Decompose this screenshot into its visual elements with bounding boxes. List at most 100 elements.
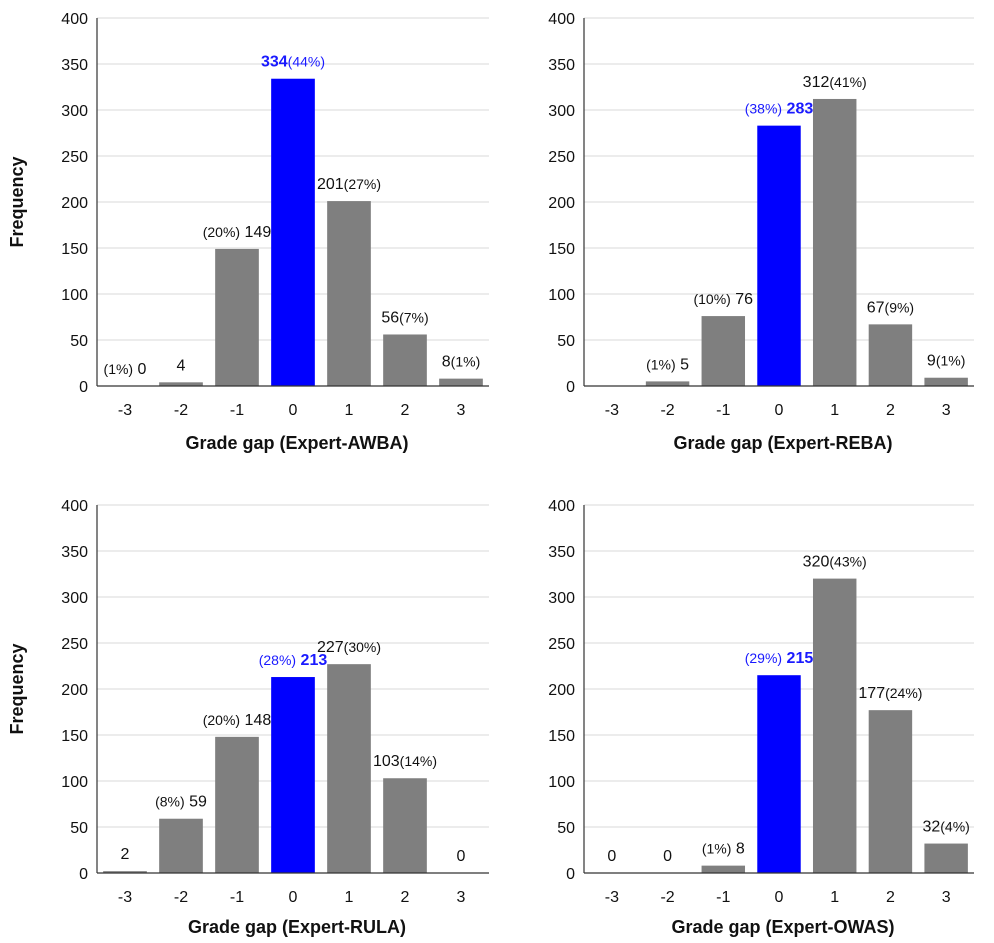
data-label: (20%) 149 bbox=[203, 224, 272, 241]
value-label: 8 bbox=[736, 841, 745, 858]
x-tick-label: 1 bbox=[345, 402, 354, 419]
bar bbox=[215, 736, 259, 873]
x-tick-label: -1 bbox=[230, 402, 244, 419]
data-label-highlight: (28%) 213 bbox=[259, 652, 328, 669]
y-tick-label: 300 bbox=[548, 103, 575, 120]
y-tick-label: 0 bbox=[79, 866, 88, 883]
bar-highlight bbox=[271, 78, 315, 386]
x-tick-label: -2 bbox=[174, 889, 188, 906]
x-tick-label: 2 bbox=[886, 402, 895, 419]
data-label: 4 bbox=[177, 357, 186, 374]
y-axis-title: Frequency bbox=[7, 156, 27, 247]
percent-label: (43%) bbox=[829, 554, 866, 570]
data-label: (1%) 5 bbox=[646, 356, 689, 373]
data-label-highlight: 334(44%) bbox=[261, 54, 325, 71]
y-tick-label: 0 bbox=[79, 379, 88, 396]
x-tick-label: 3 bbox=[942, 889, 951, 906]
value-label: 227 bbox=[317, 639, 344, 656]
bar bbox=[924, 843, 968, 873]
value-label: 0 bbox=[607, 848, 616, 865]
x-tick-label: 0 bbox=[289, 402, 298, 419]
bar bbox=[159, 818, 203, 873]
value-label: 67 bbox=[867, 299, 885, 316]
y-tick-label: 100 bbox=[548, 287, 575, 304]
value-label: 0 bbox=[138, 361, 147, 378]
y-axis-title: Frequency bbox=[7, 643, 27, 734]
bar bbox=[383, 334, 427, 386]
percent-label: (20%) bbox=[203, 224, 240, 240]
data-label: 312(41%) bbox=[803, 74, 867, 91]
y-tick-label: 400 bbox=[61, 498, 88, 515]
x-axis-title: Grade gap (Expert-RULA) bbox=[188, 917, 406, 937]
value-label: 5 bbox=[680, 356, 689, 373]
x-tick-label: 1 bbox=[830, 889, 839, 906]
percent-label: (7%) bbox=[399, 309, 429, 325]
bar bbox=[812, 98, 857, 387]
y-tick-label: 250 bbox=[61, 149, 88, 166]
y-tick-label: 250 bbox=[61, 636, 88, 653]
data-label: 67(9%) bbox=[867, 299, 914, 316]
value-label: 4 bbox=[177, 357, 186, 374]
bar bbox=[868, 710, 913, 873]
data-label: 9(1%) bbox=[927, 353, 965, 370]
y-tick-label: 250 bbox=[548, 636, 575, 653]
x-tick-label: -3 bbox=[605, 889, 619, 906]
percent-label: (28%) bbox=[259, 652, 296, 668]
data-label: 0 bbox=[457, 848, 466, 865]
value-label: 312 bbox=[803, 74, 830, 91]
y-tick-label: 400 bbox=[61, 11, 88, 28]
y-tick-label: 150 bbox=[61, 728, 88, 745]
y-tick-label: 300 bbox=[61, 590, 88, 607]
x-axis-title: Grade gap (Expert-REBA) bbox=[673, 433, 892, 453]
percent-label: (38%) bbox=[745, 101, 782, 117]
y-tick-label: 200 bbox=[548, 682, 575, 699]
data-label: 2 bbox=[121, 846, 130, 863]
percent-label: (29%) bbox=[745, 650, 782, 666]
data-label: (10%) 76 bbox=[693, 291, 753, 308]
percent-label: (24%) bbox=[885, 685, 922, 701]
x-tick-label: 3 bbox=[457, 402, 466, 419]
data-label: (8%) 59 bbox=[155, 794, 207, 811]
bar bbox=[701, 865, 746, 873]
x-axis-title: Grade gap (Expert-AWBA) bbox=[185, 433, 408, 453]
bar bbox=[924, 377, 968, 386]
x-tick-label: 2 bbox=[886, 889, 895, 906]
value-label: 0 bbox=[663, 848, 672, 865]
value-label: 283 bbox=[787, 101, 814, 118]
y-tick-label: 350 bbox=[61, 544, 88, 561]
bar bbox=[215, 248, 259, 386]
bar-highlight bbox=[757, 125, 801, 386]
y-tick-label: 250 bbox=[548, 149, 575, 166]
bar-highlight bbox=[271, 677, 315, 873]
y-tick-label: 150 bbox=[61, 241, 88, 258]
y-tick-label: 50 bbox=[557, 333, 575, 350]
value-label: 213 bbox=[301, 652, 328, 669]
data-label: 0 bbox=[663, 848, 672, 865]
value-label: 2 bbox=[121, 846, 130, 863]
bar bbox=[812, 578, 857, 873]
bar-highlight bbox=[757, 675, 801, 873]
y-tick-label: 0 bbox=[566, 379, 575, 396]
percent-label: (20%) bbox=[203, 712, 240, 728]
data-label: 201(27%) bbox=[317, 176, 381, 193]
percent-label: (10%) bbox=[693, 291, 730, 307]
value-label: 148 bbox=[245, 712, 272, 729]
percent-label: (14%) bbox=[400, 753, 437, 769]
x-tick-label: 1 bbox=[830, 402, 839, 419]
x-tick-label: -1 bbox=[716, 402, 730, 419]
data-label: 56(7%) bbox=[381, 309, 428, 326]
x-tick-label: -2 bbox=[660, 402, 674, 419]
percent-label: (8%) bbox=[155, 794, 185, 810]
y-tick-label: 200 bbox=[61, 682, 88, 699]
data-label: (20%) 148 bbox=[203, 712, 272, 729]
y-tick-label: 100 bbox=[61, 287, 88, 304]
y-tick-label: 50 bbox=[70, 820, 88, 837]
bar bbox=[439, 378, 483, 386]
percent-label: (1%) bbox=[936, 353, 966, 369]
x-tick-label: 1 bbox=[345, 889, 354, 906]
data-label-highlight: (38%) 283 bbox=[745, 101, 814, 118]
x-tick-label: 0 bbox=[289, 889, 298, 906]
x-tick-label: -3 bbox=[605, 402, 619, 419]
